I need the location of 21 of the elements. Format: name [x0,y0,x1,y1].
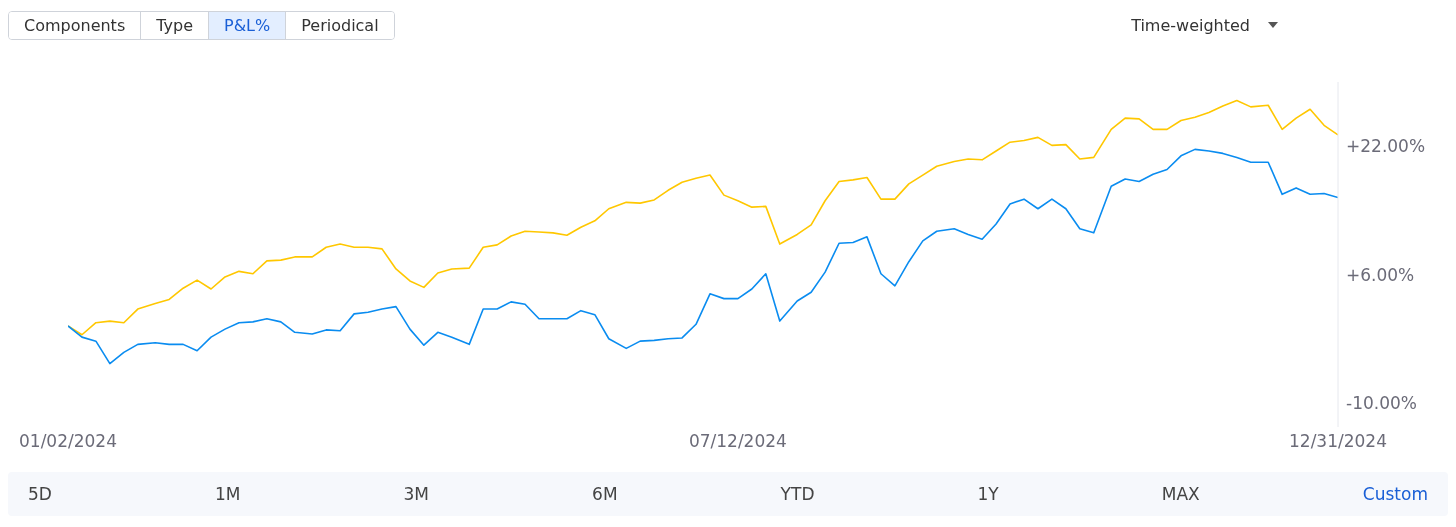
text: 3M [403,484,429,504]
line-series [68,99,1338,336]
text: MAX [1161,484,1200,504]
y-tick-label: +6.00% [1346,264,1415,285]
y-tick-label: +22.00% [1346,136,1426,157]
text: P&L% [207,11,286,39]
x-tick-label: 01/02/2024 [19,431,117,452]
text: Type [140,11,208,39]
text: Components [9,11,141,39]
text: 1Y [977,484,999,504]
text: Custom [1362,484,1428,504]
x-tick-label: 07/12/2024 [688,431,787,452]
text: Periodical [285,11,394,39]
text: 1M [214,484,241,504]
text: 5D [28,484,52,504]
x-tick-label: 12/31/2024 [1289,431,1387,452]
text: 6M [592,484,618,504]
line-series [68,148,1338,365]
y-tick-label: -10.00% [1346,392,1417,413]
text: YTD [780,484,815,504]
text: Time-weighted [1131,15,1250,35]
